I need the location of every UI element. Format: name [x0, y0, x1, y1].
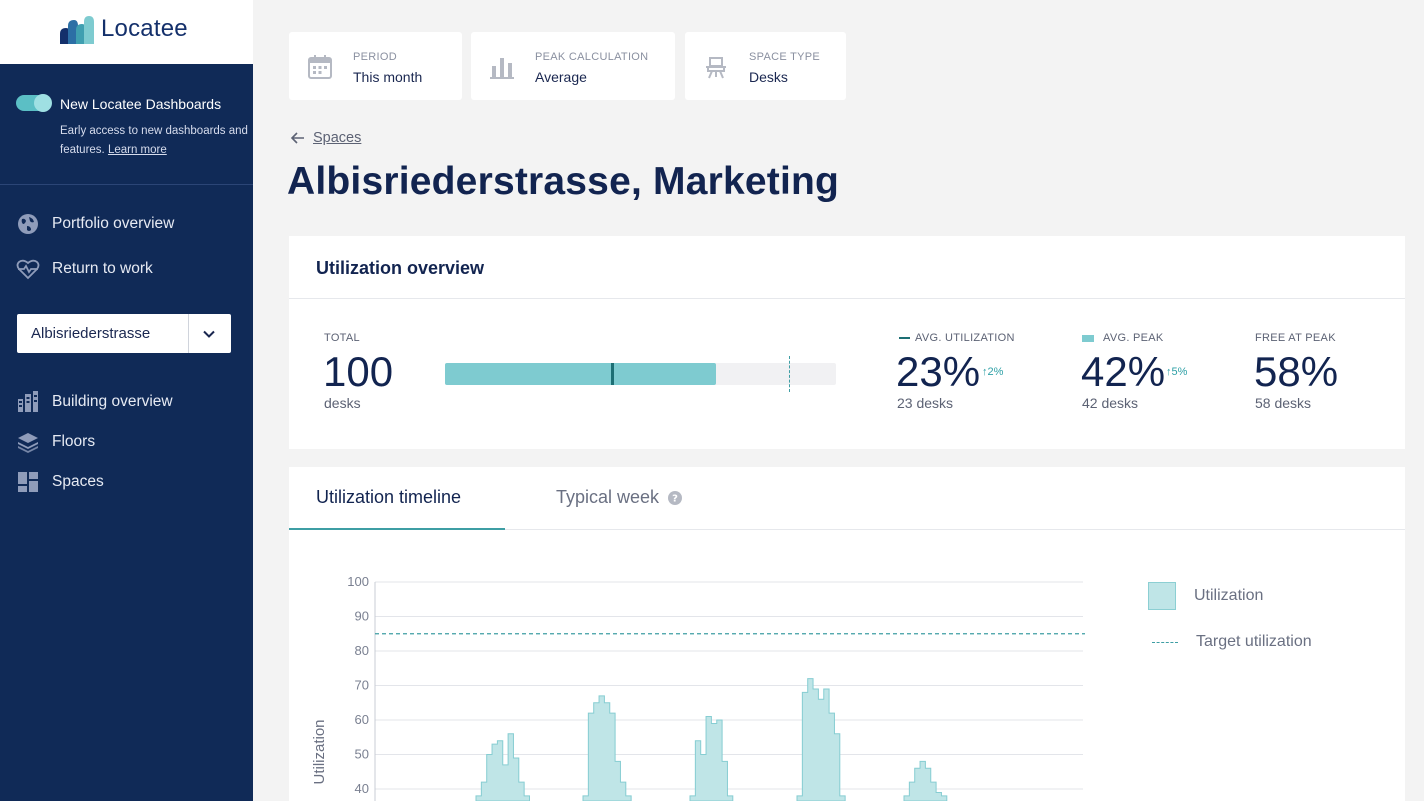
legend-utilization: Utilization: [1148, 582, 1263, 610]
sidebar-item-return-to-work[interactable]: Return to work: [16, 255, 241, 283]
avg-utilization-desks: 23 desks: [897, 395, 954, 411]
building-icon: [16, 390, 40, 414]
learn-more-link[interactable]: Learn more: [107, 144, 167, 156]
chevron-down-icon: [203, 330, 215, 338]
filter-value: Average: [535, 69, 587, 85]
sidebar-item-spaces[interactable]: Spaces: [16, 468, 241, 496]
calendar-icon: [308, 55, 332, 79]
utilization-bar-average-marker: [610, 363, 614, 385]
y-tick-label: 100: [347, 574, 369, 589]
y-tick-label: 70: [355, 678, 369, 693]
y-tick-label: 60: [355, 712, 369, 727]
bar-chart-icon: [490, 58, 514, 79]
avg-utilization-value: 23%: [896, 348, 981, 395]
help-icon[interactable]: ?: [668, 490, 683, 505]
sidebar-item-building-overview[interactable]: Building overview: [16, 388, 241, 416]
y-tick-label: 40: [355, 781, 369, 796]
legend-target-dash: [1152, 641, 1178, 643]
free-at-peak-value: 58%: [1254, 348, 1339, 395]
sidebar: Locatee New Locatee Dashboards Early acc…: [0, 0, 253, 801]
avg-peak-value: 42%: [1081, 348, 1166, 395]
arrow-left-icon: [290, 132, 304, 144]
total-label: TOTAL: [324, 332, 360, 344]
utilization-bar-target-line: [789, 356, 790, 392]
avg-utilization-label: AVG. UTILIZATION: [915, 332, 1015, 344]
beta-description: Early access to new dashboards and featu…: [60, 125, 248, 156]
utilization-timeline-card: Utilization timeline Typical week ? 100 9…: [289, 467, 1405, 801]
utilization-area: [475, 733, 530, 801]
desk-icon: [706, 57, 726, 79]
sidebar-item-label: Spaces: [52, 473, 104, 490]
legend-label: Utilization: [1194, 587, 1264, 604]
avg-utilization-change: ↑2%: [982, 366, 1004, 378]
y-tick-label: 90: [355, 609, 369, 624]
beta-toggle[interactable]: [16, 94, 52, 112]
y-tick-label: 80: [355, 643, 369, 658]
avg-peak-label: AVG. PEAK: [1103, 332, 1164, 344]
utilization-overview-card: Utilization overview TOTAL 100 desks AVG…: [289, 236, 1405, 449]
beta-title: New Locatee Dashboards: [60, 96, 222, 112]
avg-peak-legend-mark: [1082, 335, 1094, 342]
filter-label: PERIOD: [353, 51, 397, 63]
y-tick-label: 50: [355, 747, 369, 762]
tab-utilization-timeline[interactable]: Utilization timeline: [316, 487, 462, 507]
utilization-area: [796, 678, 846, 801]
sidebar-divider: [0, 184, 253, 185]
legend-utilization-swatch: [1148, 582, 1176, 610]
sidebar-item-label: Return to work: [52, 260, 153, 277]
breadcrumb: Spaces: [290, 130, 361, 146]
y-axis-label: Utilization: [311, 719, 328, 784]
utilization-bar: [445, 356, 836, 392]
filter-label: PEAK CALCULATION: [535, 51, 649, 63]
sidebar-item-label: Floors: [52, 433, 96, 450]
utilization-area: [903, 760, 948, 801]
avg-peak-change: ↑5%: [1166, 366, 1188, 378]
utilization-bar-peak: [445, 363, 716, 385]
peak-calculation-filter[interactable]: PEAK CALCULATION Average: [471, 32, 675, 100]
utilization-area: [689, 716, 734, 801]
tab-typical-week[interactable]: Typical week ?: [556, 487, 683, 508]
active-tab-indicator: [289, 528, 505, 530]
grid-icon: [16, 470, 40, 494]
page-title: Albisriederstrasse, Marketing: [287, 160, 840, 203]
utilization-overview-header: Utilization overview: [316, 258, 485, 278]
breadcrumb-spaces-link[interactable]: Spaces: [313, 130, 362, 146]
space-type-filter[interactable]: SPACE TYPE Desks: [685, 32, 846, 100]
building-select[interactable]: Albisriederstrasse: [17, 314, 231, 353]
globe-icon: [16, 212, 40, 236]
logo-text: Locatee: [101, 15, 188, 42]
total-unit: desks: [324, 395, 361, 411]
utilization-area: [582, 695, 632, 801]
building-select-value: Albisriederstrasse: [31, 325, 151, 342]
avg-peak-desks: 42 desks: [1082, 395, 1139, 411]
logo-area[interactable]: Locatee: [0, 0, 253, 64]
free-at-peak-label: FREE AT PEAK: [1255, 332, 1336, 344]
heart-pulse-icon: [16, 257, 40, 281]
svg-text:?: ?: [672, 493, 678, 504]
filter-value: This month: [353, 69, 423, 85]
sidebar-item-floors[interactable]: Floors: [16, 428, 241, 456]
period-filter[interactable]: PERIOD This month: [289, 32, 462, 100]
layers-icon: [16, 430, 40, 454]
sidebar-item-portfolio-overview[interactable]: Portfolio overview: [16, 210, 241, 238]
legend-label: Target utilization: [1196, 633, 1312, 650]
avg-utilization-legend-mark: [899, 337, 910, 339]
filter-value: Desks: [749, 69, 788, 85]
free-at-peak-desks: 58 desks: [1255, 395, 1312, 411]
legend-target-utilization: Target utilization: [1152, 633, 1312, 651]
utilization-timeline-chart: 100 90 80 70 60 50 40 Utilization: [311, 574, 1085, 801]
filter-label: SPACE TYPE: [749, 51, 821, 63]
sidebar-item-label: Portfolio overview: [52, 215, 175, 232]
locatee-logo-icon: [60, 16, 94, 44]
sidebar-item-label: Building overview: [52, 393, 173, 410]
total-value: 100: [323, 348, 394, 395]
